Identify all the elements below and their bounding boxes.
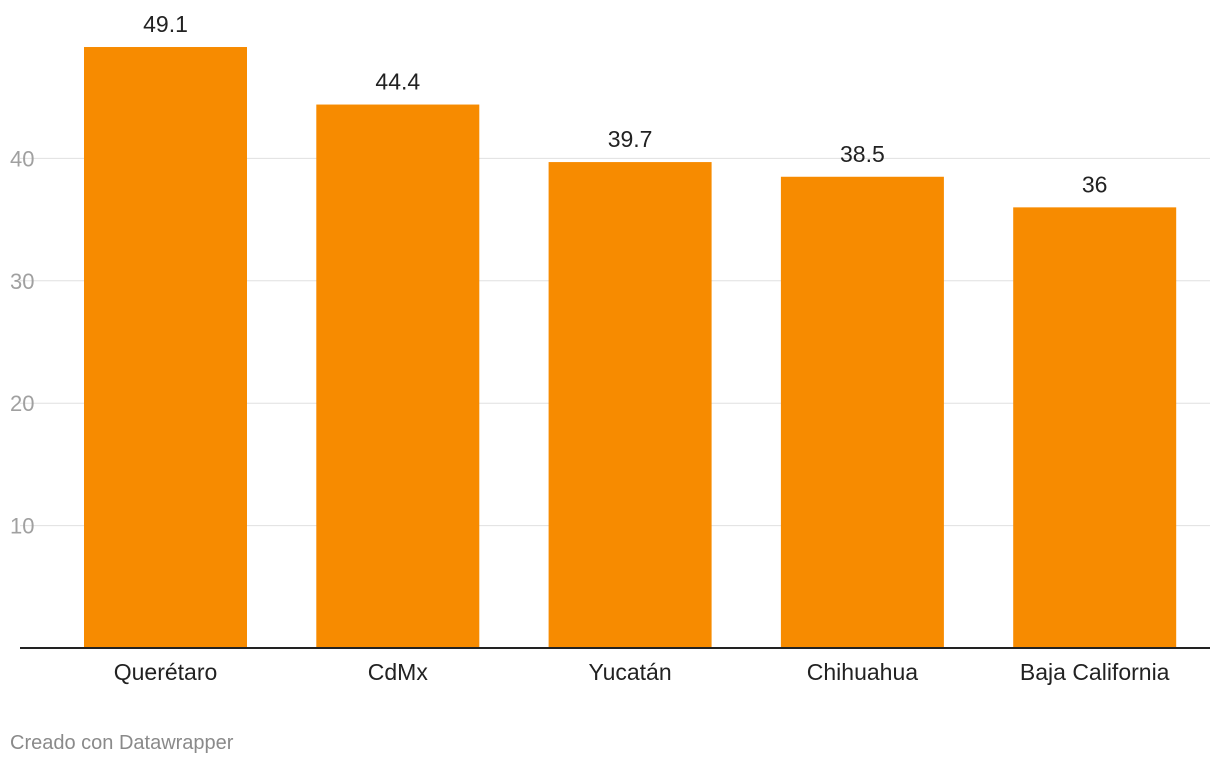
y-tick-label: 40 <box>10 146 34 171</box>
bar <box>84 47 247 649</box>
value-label: 36 <box>1082 171 1108 197</box>
datawrapper-credit: Creado con Datawrapper <box>10 732 234 754</box>
y-tick-label: 10 <box>10 514 34 539</box>
x-tick-label: Baja California <box>1020 659 1170 685</box>
value-label: 39.7 <box>608 126 653 152</box>
bar <box>316 104 480 648</box>
value-labels: 49.1 44.4 39.7 38.5 36 <box>143 11 1107 197</box>
x-tick-label: CdMx <box>368 659 429 685</box>
y-tick-label: 30 <box>10 269 34 294</box>
x-tick-label: Yucatán <box>589 659 672 685</box>
bar <box>1013 207 1177 649</box>
bars <box>84 47 1177 649</box>
y-tick-label: 20 <box>10 391 34 416</box>
x-tick-label: Chihuahua <box>807 659 918 685</box>
value-label: 49.1 <box>143 11 188 37</box>
x-tick-label: Querétaro <box>114 659 218 685</box>
value-label: 38.5 <box>840 141 885 167</box>
x-axis: Querétaro CdMx Yucatán Chihuahua Baja Califo… <box>20 647 1210 685</box>
value-label: 44.4 <box>375 69 420 95</box>
y-axis: 10 20 30 40 <box>10 146 34 538</box>
bar <box>780 176 944 648</box>
bar <box>548 162 712 648</box>
